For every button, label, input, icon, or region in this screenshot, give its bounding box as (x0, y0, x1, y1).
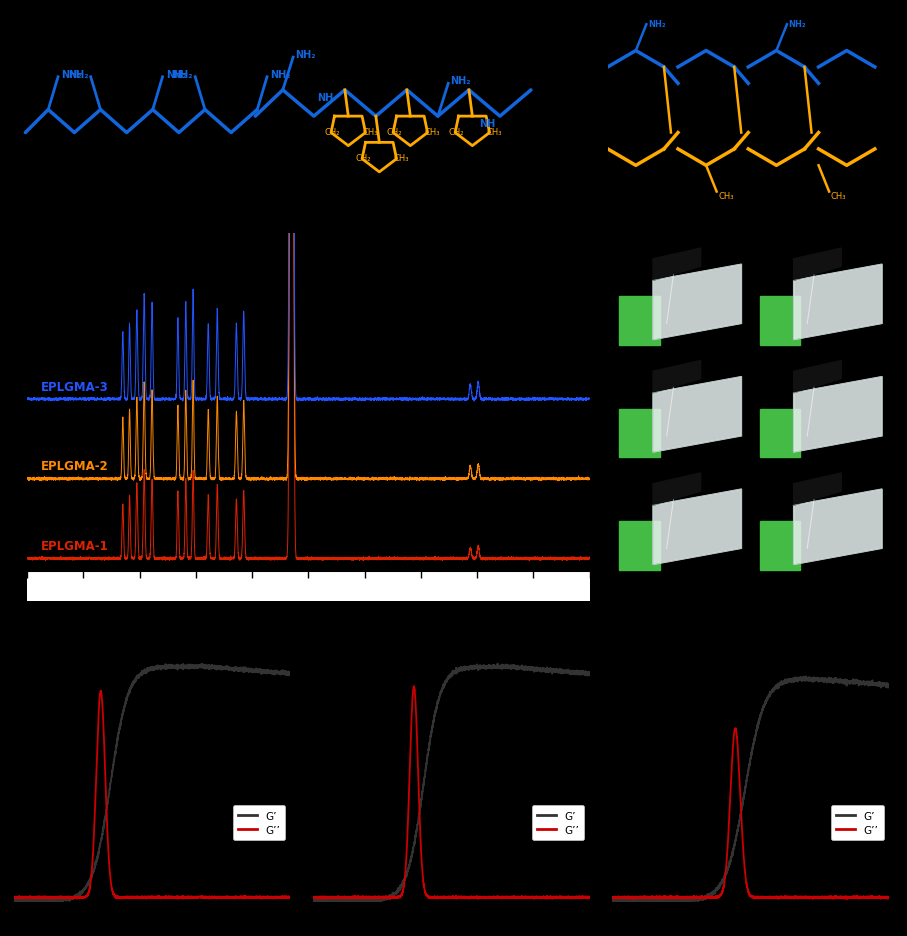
Text: CH₃: CH₃ (486, 128, 502, 137)
Text: NH₂: NH₂ (172, 69, 193, 80)
Text: NH₂: NH₂ (270, 69, 291, 80)
Polygon shape (760, 522, 801, 570)
Polygon shape (794, 490, 883, 564)
Text: CH₃: CH₃ (393, 154, 408, 163)
Text: EPLGMA-2: EPLGMA-2 (42, 460, 109, 473)
Polygon shape (794, 249, 842, 281)
Polygon shape (760, 410, 801, 458)
Polygon shape (619, 298, 660, 345)
Polygon shape (653, 490, 742, 564)
Legend: G’, G’’: G’, G’’ (532, 806, 584, 840)
Text: NH: NH (317, 93, 334, 103)
Polygon shape (653, 474, 701, 505)
Polygon shape (619, 522, 660, 570)
Text: EPLGMA-3: EPLGMA-3 (42, 380, 109, 393)
Polygon shape (760, 298, 801, 345)
Text: NH₂: NH₂ (166, 69, 186, 80)
Polygon shape (794, 474, 842, 505)
Polygon shape (794, 265, 883, 341)
Polygon shape (653, 249, 701, 281)
Polygon shape (653, 377, 742, 453)
Text: CH₃: CH₃ (424, 128, 440, 137)
Text: CH₂: CH₂ (324, 128, 339, 137)
Text: CH₂: CH₂ (356, 154, 371, 163)
Polygon shape (794, 377, 883, 453)
Text: CH₃: CH₃ (362, 128, 377, 137)
Polygon shape (619, 410, 660, 458)
Polygon shape (653, 265, 742, 341)
Text: CH₂: CH₂ (386, 128, 402, 137)
Text: NH₂: NH₂ (450, 76, 471, 86)
Text: NH₂: NH₂ (62, 69, 82, 80)
Text: NH: NH (479, 119, 495, 129)
Polygon shape (794, 361, 842, 393)
Legend: G’, G’’: G’, G’’ (233, 806, 285, 840)
Text: NH₂: NH₂ (295, 50, 316, 60)
Text: CH₃: CH₃ (831, 192, 846, 201)
Polygon shape (653, 361, 701, 393)
Text: NH₂: NH₂ (789, 20, 806, 29)
Text: NH₂: NH₂ (649, 20, 666, 29)
Text: CH₃: CH₃ (718, 192, 734, 201)
Legend: G’, G’’: G’, G’’ (832, 806, 883, 840)
Text: EPLGMA-1: EPLGMA-1 (42, 539, 109, 552)
Text: CH₂: CH₂ (448, 128, 463, 137)
Text: NH₂: NH₂ (68, 69, 88, 80)
